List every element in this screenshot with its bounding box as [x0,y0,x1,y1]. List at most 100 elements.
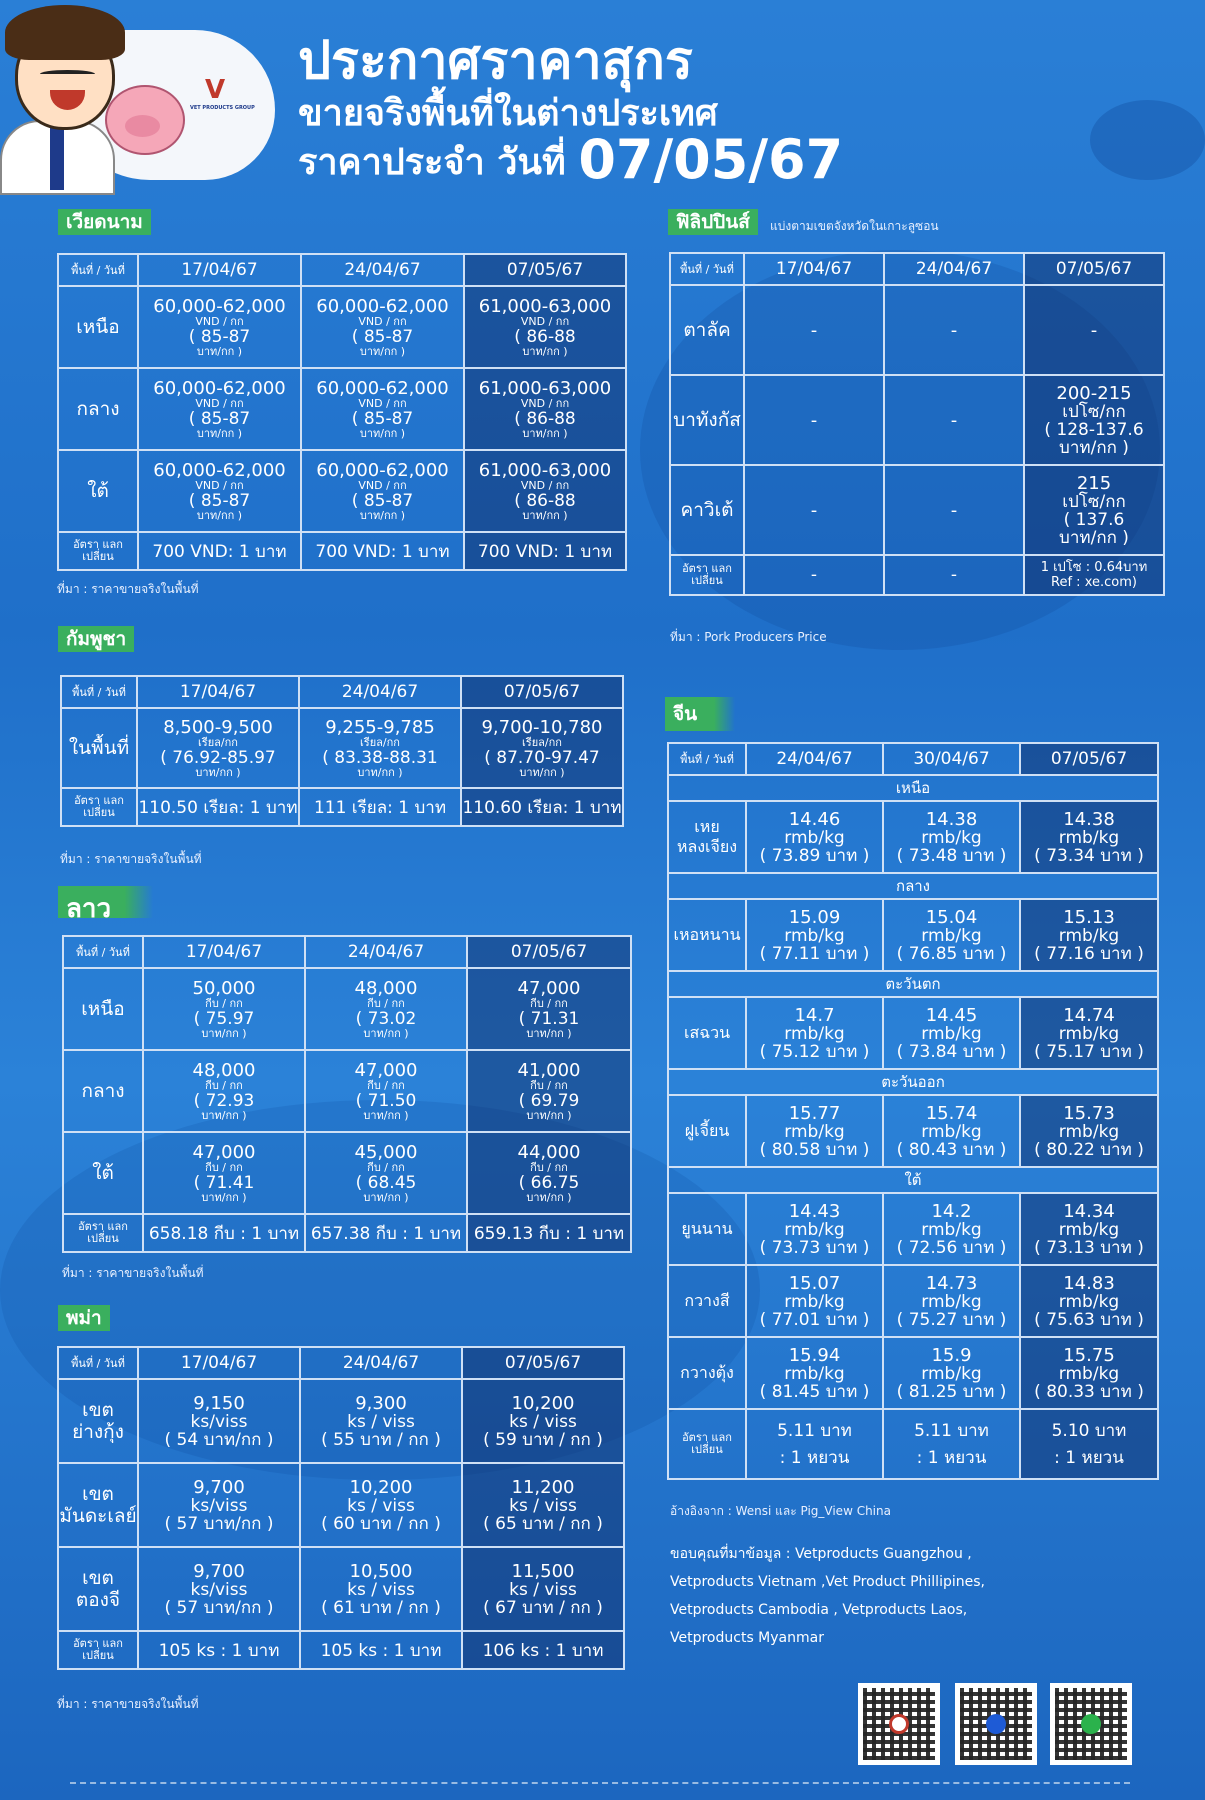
price-cell: 14.38 rmb/kg( 73.48 บาท ) [882,800,1021,874]
price-text: 15.9 [931,1344,972,1366]
price-text: บาท/กก ) [357,765,403,779]
price-text: ( 85-87 [188,326,251,347]
price-text: rmb/kg [784,1219,845,1240]
exchange-rate-cell: 1 เปโซ : 0.64บาท Ref : xe.com) [1023,554,1165,596]
china-price-table: พื้นที่ / วันที่ 24/04/67 30/04/67 07/05/67… [667,742,1159,1480]
background-pig-silhouette [1090,100,1205,180]
price-cell: - [743,374,885,466]
price-cell: 10,200 ks / viss( 59 บาท / กก ) [461,1378,625,1464]
price-cell: - [883,374,1025,466]
myanmar-source: ที่มา : ราคาขายจริงในพื้นที่ [57,1697,199,1711]
laos-price-table: พื้นที่ / วันที่ 17/04/67 24/04/67 07/05/67… [62,935,632,1253]
price-cell: 14.46 rmb/kg( 73.89 บาท ) [745,800,884,874]
price-text: บาท/กก ) [196,344,243,358]
qr-code-facebook[interactable] [955,1683,1037,1765]
price-cell: 15.75 rmb/kg( 80.33 บาท ) [1019,1336,1159,1410]
price-cell: - [1023,284,1165,376]
region-group-header: ใต้ [667,1166,1159,1194]
price-text: 45,000 [354,1141,418,1163]
price-cell: 9,700-10,780 เรียล/กก( 87.70-97.47 บาท/กก … [460,707,624,789]
price-cell: 14.38 rmb/kg( 73.34 บาท ) [1019,800,1159,874]
facebook-icon [986,1714,1006,1734]
price-text: 61,000-63,000 [478,295,612,317]
region-label: บาทังกัส [669,374,745,466]
exchange-rate-cell: 5.11 บาท: 1 หยวน [882,1408,1021,1480]
price-text: rmb/kg [921,827,982,848]
price-cell: 61,000-63,000 VND / กก( 86-88 บาท/กก ) [463,449,627,533]
price-text: ( 77.16 บาท ) [1034,943,1144,964]
price-text: ( 72.56 บาท ) [896,1237,1007,1258]
price-cell: 47,000 กีบ / กก( 71.31 บาท/กก ) [466,967,632,1051]
price-text: ( 83.38-88.31 [322,747,438,768]
exchange-rate-cell: 105 ks : 1 บาท [137,1630,301,1670]
price-text: 60,000-62,000 [316,459,449,481]
price-text: VND / กก [520,478,570,492]
price-text: 11,500 [511,1560,575,1582]
china-source: อ้างอิงจาก : Wensi และ Pig_View China [670,1504,891,1518]
price-text: กีบ / กก [367,1160,405,1174]
price-text: ks / viss [347,1579,415,1600]
region-label: ใต้ [57,449,139,533]
price-text: 10,200 [349,1476,413,1498]
price-text: 15.94 [788,1344,841,1366]
price-cell: 9,700 ks/viss( 57 บาท/กก ) [137,1546,301,1632]
qr-code-line[interactable] [1050,1683,1132,1765]
price-text: ( 65 บาท / กก ) [483,1513,603,1534]
price-cell: 14.45 rmb/kg( 73.84 บาท ) [882,996,1021,1070]
price-text: ks / viss [509,1579,577,1600]
philippines-badge: ฟิลิปปินส์ [668,209,758,235]
price-text: ( 80.33 บาท ) [1034,1381,1144,1402]
exchange-rate-cell: 110.50 เรียล: 1 บาท [136,787,300,827]
price-text: บาท/กก ) [196,508,243,522]
price-text: 9,700 [193,1476,245,1498]
price-text: 47,000 [517,977,581,999]
price-text: rmb/kg [921,1219,982,1240]
date-header: 24/04/67 [299,1346,463,1380]
price-text: ( 73.73 บาท ) [759,1237,870,1258]
price-cell: 14.7 rmb/kg( 75.12 บาท ) [745,996,884,1070]
price-text: ( 85-87 [351,408,414,429]
price-text: 15.75 [1063,1344,1115,1366]
price-text: ( 71.50 [355,1090,417,1111]
price-text: กีบ / กก [205,996,243,1010]
exchange-rate-cell: - [743,554,885,596]
price-text: 9,150 [193,1392,245,1414]
price-text: ( 71.41 [193,1172,255,1193]
date-header: 24/04/67 [745,742,884,776]
price-text: ( 86-88 [514,490,576,511]
vietnam-badge: เวียดนาม [58,209,151,235]
price-text: 48,000 [192,1059,256,1081]
price-cell: - [883,464,1025,556]
price-cell: 61,000-63,000 VND / กก( 86-88 บาท/กก ) [463,367,627,451]
price-text: บาท/กก ) [359,344,406,358]
date-header: 07/05/67 [466,935,632,969]
price-text: 14.83 [1063,1272,1115,1294]
price-text: กีบ / กก [205,1078,243,1092]
price-cell: 200-215 เปโซ/กก( 128-137.6 บาท/กก ) [1023,374,1165,466]
price-text: ( 73.02 [355,1008,417,1029]
laos-source: ที่มา : ราคาขายจริงในพื้นที่ [62,1266,204,1280]
qr-code-website[interactable] [858,1683,940,1765]
price-text: 60,000-62,000 [153,295,286,317]
price-text: rmb/kg [1058,1219,1120,1240]
laos-badge: ลาว [58,886,153,924]
date-header: 17/04/67 [136,675,300,709]
exchange-rate-cell: - [883,554,1025,596]
price-cell: 9,255-9,785 เรียล/กก( 83.38-88.31 บาท/กก ) [298,707,462,789]
date-header: 07/05/67 [1023,252,1165,286]
corner-label: พื้นที่ / วันที่ [669,252,745,286]
price-text: rmb/kg [784,1121,845,1142]
exchange-rate-label: อัตรา แลกเปลี่ยน [62,1213,144,1253]
vet-logo-icon [889,1714,909,1734]
price-text: บาท/กก ) [526,1026,572,1040]
price-cell: 10,200 ks / viss( 60 บาท / กก ) [299,1462,463,1548]
province-label: เสฉวน [667,996,747,1070]
mascot-illustration [0,0,275,195]
price-text: ( 61 บาท / กก ) [321,1597,441,1618]
exchange-rate-cell: 5.11 บาท: 1 หยวน [745,1408,884,1480]
price-text: บาท/กก ) [359,508,406,522]
exchange-rate-cell: 105 ks : 1 บาท [299,1630,463,1670]
price-text: ks / viss [347,1411,415,1432]
province-label: กวางสี [667,1264,747,1338]
price-cell: 48,000 กีบ / กก( 73.02 บาท/กก ) [304,967,468,1051]
